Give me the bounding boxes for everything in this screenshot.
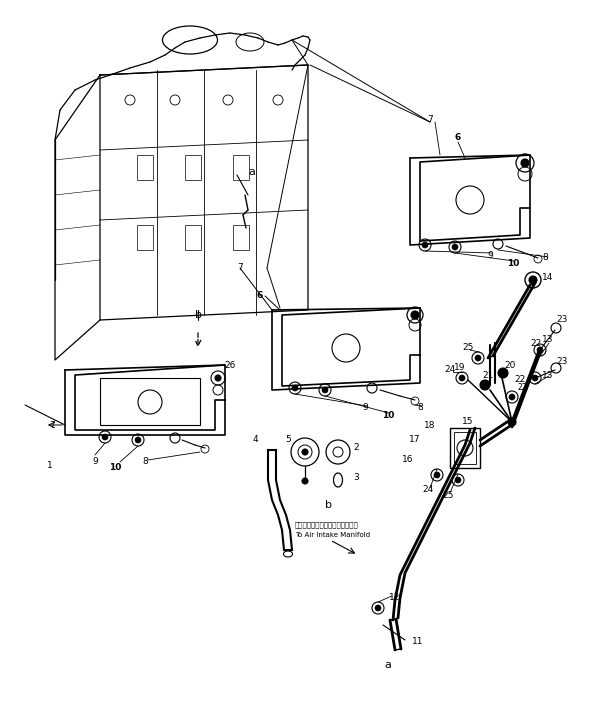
Circle shape <box>102 434 108 440</box>
Text: 7: 7 <box>237 264 243 272</box>
Circle shape <box>375 605 381 611</box>
Text: エアーインテークマニホールドへ: エアーインテークマニホールドへ <box>295 522 359 529</box>
Text: 23: 23 <box>556 357 567 366</box>
Circle shape <box>302 478 308 484</box>
Circle shape <box>529 276 537 284</box>
Circle shape <box>422 242 428 248</box>
Text: 14: 14 <box>542 274 554 282</box>
Text: 15: 15 <box>462 417 474 427</box>
Bar <box>137 225 153 250</box>
Circle shape <box>498 368 508 378</box>
Text: 6: 6 <box>455 133 461 143</box>
Bar <box>137 155 153 180</box>
Text: 7: 7 <box>49 421 55 430</box>
Text: 7: 7 <box>427 116 433 124</box>
Text: b: b <box>324 500 331 510</box>
Circle shape <box>215 375 221 381</box>
Bar <box>185 155 201 180</box>
Text: a: a <box>249 167 256 177</box>
Text: 19: 19 <box>454 363 465 373</box>
Text: 10: 10 <box>507 258 519 267</box>
Bar <box>454 432 476 464</box>
Circle shape <box>292 385 298 391</box>
Circle shape <box>459 375 465 381</box>
Text: 4: 4 <box>252 435 258 445</box>
Circle shape <box>532 375 538 381</box>
Text: 24: 24 <box>445 365 455 374</box>
Text: 13: 13 <box>542 371 554 379</box>
Text: 20: 20 <box>504 360 516 370</box>
Text: 24: 24 <box>423 486 434 494</box>
Text: To Air Intake Manifold: To Air Intake Manifold <box>295 532 370 538</box>
Text: 18: 18 <box>424 421 436 430</box>
Text: 2: 2 <box>353 443 359 453</box>
Text: 16: 16 <box>402 456 414 464</box>
Text: 22: 22 <box>530 339 542 347</box>
Circle shape <box>411 311 419 319</box>
Text: a: a <box>384 660 392 670</box>
Text: 11: 11 <box>412 638 424 646</box>
Text: 12: 12 <box>389 593 401 603</box>
Text: 9: 9 <box>362 403 368 413</box>
Text: 26: 26 <box>224 360 235 370</box>
Text: 8: 8 <box>142 457 148 467</box>
Text: 22: 22 <box>514 376 526 384</box>
Text: 9: 9 <box>92 457 98 467</box>
Bar <box>100 378 200 425</box>
Circle shape <box>537 347 543 353</box>
Circle shape <box>508 418 516 426</box>
Text: 8: 8 <box>542 253 548 263</box>
Text: 3: 3 <box>353 473 359 483</box>
Bar <box>233 225 249 250</box>
Circle shape <box>475 355 481 361</box>
Text: 5: 5 <box>285 435 291 445</box>
Circle shape <box>521 159 529 167</box>
Text: 8: 8 <box>417 403 423 413</box>
Bar <box>233 155 249 180</box>
Circle shape <box>434 472 440 478</box>
Circle shape <box>480 380 490 390</box>
Text: 10: 10 <box>382 411 394 419</box>
Text: 17: 17 <box>409 435 421 445</box>
Text: 22: 22 <box>517 384 527 392</box>
Circle shape <box>322 387 328 393</box>
Text: 6: 6 <box>257 291 263 301</box>
Bar <box>185 225 201 250</box>
Text: 13: 13 <box>542 336 554 344</box>
Circle shape <box>509 394 515 400</box>
Circle shape <box>455 477 461 483</box>
Text: 25: 25 <box>442 491 454 499</box>
Circle shape <box>302 449 308 455</box>
Text: b: b <box>194 310 201 320</box>
Text: 23: 23 <box>556 315 567 325</box>
Text: 1: 1 <box>47 461 53 470</box>
Circle shape <box>135 437 141 443</box>
Text: 21: 21 <box>482 371 493 379</box>
Text: 25: 25 <box>462 344 474 352</box>
Text: 9: 9 <box>487 250 493 259</box>
Text: 10: 10 <box>109 464 121 472</box>
Bar <box>450 428 480 468</box>
Circle shape <box>452 244 458 250</box>
